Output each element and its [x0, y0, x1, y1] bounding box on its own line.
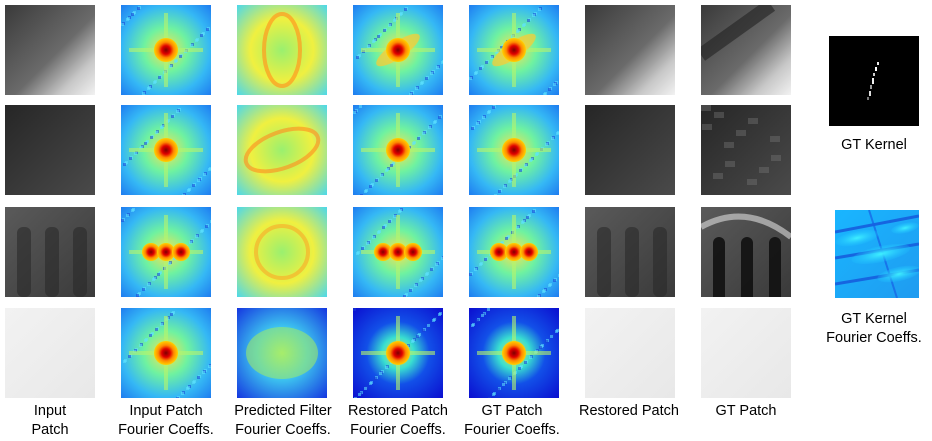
tile-r1-c6 [585, 5, 675, 95]
tile-r3-c1 [5, 207, 95, 297]
gt-kernel-image [829, 36, 919, 126]
tile-r3-c5 [469, 207, 559, 297]
label-restored-patch: Restored Patch [579, 403, 679, 419]
tile-r2-c3 [237, 105, 327, 195]
tile-r4-c4 [353, 308, 443, 398]
tile-r4-c2 [121, 308, 211, 398]
label-gt-patch: GT Patch [715, 403, 777, 419]
tile-r1-c3 [237, 5, 327, 95]
tile-r1-c1 [5, 5, 95, 95]
tile-r3-c3 [237, 207, 327, 297]
tile-r2-c1 [5, 105, 95, 195]
tile-r1-c7 [701, 5, 791, 95]
tile-r4-c1 [5, 308, 95, 398]
tile-r1-c4 [353, 5, 443, 95]
tile-r2-c2 [121, 105, 211, 195]
tile-r3-c7 [701, 207, 791, 297]
tile-r4-c5 [469, 308, 559, 398]
tile-r4-c7 [701, 308, 791, 398]
gt-kernel-fourier-label: GT Kernel Fourier Coeffs. [826, 311, 922, 346]
label-predicted-filter-fourier: Predicted Filter Fourier Coeffs. [234, 403, 332, 438]
tile-r1-c5 [469, 5, 559, 95]
label-input-patch: Input Patch [31, 403, 69, 438]
label-restored-fourier: Restored Patch Fourier Coeffs. [348, 403, 448, 438]
tile-r4-c6 [585, 308, 675, 398]
tile-r3-c4 [353, 207, 443, 297]
tile-r2-c4 [353, 105, 443, 195]
tile-r2-c6 [585, 105, 675, 195]
tile-r3-c2 [121, 207, 211, 297]
gt-kernel-label: GT Kernel [841, 137, 907, 153]
label-input-fourier: Input Patch Fourier Coeffs. [118, 403, 214, 438]
tile-r4-c3 [237, 308, 327, 398]
tile-r1-c2 [121, 5, 211, 95]
gt-kernel-fourier-image [835, 210, 919, 298]
label-gt-fourier: GT Patch Fourier Coeffs. [464, 403, 560, 438]
tile-r2-c5 [469, 105, 559, 195]
tile-r3-c6 [585, 207, 675, 297]
tile-r2-c7 [701, 105, 791, 195]
